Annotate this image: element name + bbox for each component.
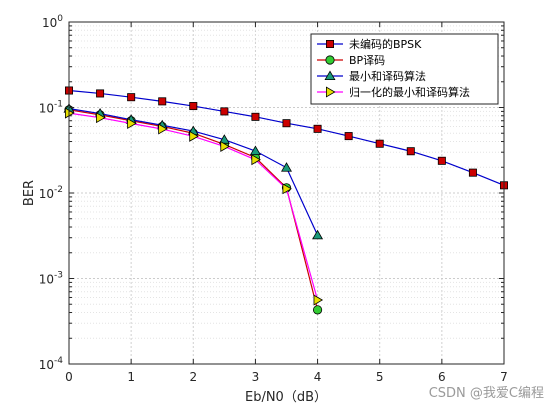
legend-label-4: 归一化的最小和译码算法 (349, 85, 470, 99)
series-4-point (158, 123, 168, 135)
y-tick-label: 10-3 (39, 271, 63, 287)
x-tick-label: 6 (438, 370, 446, 384)
x-axis-label: Eb/N0（dB） (245, 390, 327, 405)
x-tick-label: 5 (376, 370, 384, 384)
watermark-text: CSDN @我爱C编程 (429, 386, 544, 401)
series-1-point (313, 124, 322, 133)
axes: 0 1 2 3 4 5 6 7 100 10-1 10-2 10-3 10-4 (39, 14, 508, 384)
series-1-point (251, 112, 260, 121)
x-tick-label: 3 (252, 370, 260, 384)
series-1-point (282, 119, 291, 128)
y-tick-label: 10-1 (39, 100, 63, 116)
series-1-point (96, 89, 105, 98)
series-4 (65, 107, 324, 306)
series-4-point (313, 294, 324, 306)
legend-marker-4 (325, 86, 336, 98)
series-1-point (220, 107, 229, 116)
series-1-point (189, 102, 198, 111)
series-4-point (127, 118, 137, 129)
series-1-point (468, 168, 477, 177)
y-tick-label: 10-2 (39, 185, 63, 201)
grid-lines (69, 22, 504, 364)
series-3-point (281, 162, 292, 172)
legend-label-1: 未编码的BPSK (349, 37, 422, 51)
x-tick-label: 7 (500, 370, 508, 384)
series-1-point (127, 93, 136, 102)
x-tick-label: 4 (314, 370, 322, 384)
series-4-point (282, 183, 292, 195)
series-3-point (249, 145, 261, 155)
y-axis-label: BER (22, 180, 37, 206)
y-tick-label: 10-4 (39, 356, 64, 372)
legend-label-3: 最小和译码算法 (349, 69, 426, 83)
series-4-point (189, 130, 199, 142)
series-1-point (406, 147, 415, 156)
legend-marker-3 (324, 70, 336, 80)
series-1-point (375, 139, 384, 148)
x-tick-label: 0 (65, 370, 73, 384)
series-2-point (312, 305, 323, 315)
y-tick-label: 100 (42, 14, 63, 30)
series-1-point (437, 156, 446, 165)
legend-label-2: BP译码 (349, 54, 385, 67)
series-1-point (158, 97, 167, 106)
series-4-point (220, 140, 230, 152)
x-tick-label: 1 (127, 370, 135, 384)
series-1-point (344, 132, 353, 141)
x-tick-label: 2 (189, 370, 197, 384)
series-4-point (251, 154, 261, 166)
legend-marker-1 (325, 40, 334, 49)
series-4-point (96, 112, 106, 124)
series-layer (63, 86, 508, 315)
series-1 (65, 86, 508, 190)
series-3-point (312, 229, 324, 240)
legend-marker-2 (325, 55, 335, 65)
